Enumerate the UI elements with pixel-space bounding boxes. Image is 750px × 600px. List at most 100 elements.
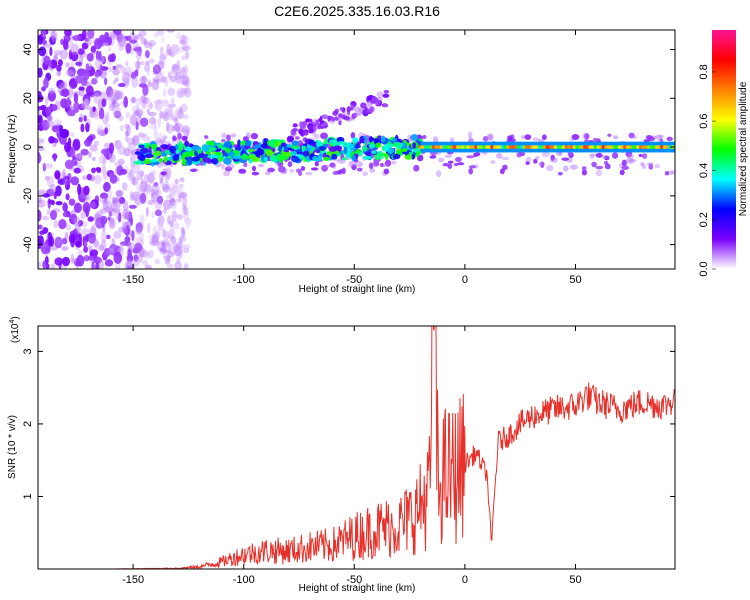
noise-blob [123,211,131,220]
noise-blob [184,50,190,60]
noise-blob [72,221,79,226]
noise-blob [100,215,108,225]
band-blob [272,140,278,144]
noise-blob [40,242,50,255]
snr-exponent-power: 4 [9,320,16,324]
noise-blob [70,131,75,138]
noise-blob [159,247,164,252]
noise-blob [168,48,172,55]
noise-blob [150,188,155,198]
noise-blob [115,77,119,82]
halo-blob [695,150,700,157]
noise-blob [135,200,141,206]
noise-blob [61,256,71,267]
noise-blob [153,131,159,138]
noise-blob [175,198,180,203]
noise-blob [173,123,181,132]
halo-blob [626,153,635,159]
halo-blob [437,157,445,163]
noise-blob [112,30,122,36]
halo-blob [646,162,654,166]
noise-blob [154,79,162,84]
noise-blob [128,204,137,209]
noise-blob [154,209,163,217]
noise-blob [181,128,188,133]
noise-blob [128,170,132,177]
noise-blob [76,254,85,267]
noise-blob [181,228,186,237]
noise-blob [38,137,43,144]
noise-blob [46,208,51,216]
halo-blob [486,134,494,142]
noise-blob [66,109,76,117]
noise-blob [176,256,181,264]
noise-blob [164,257,171,265]
halo-blob [643,139,650,143]
noise-blob [83,81,92,87]
noise-blob [156,229,161,238]
noise-blob [143,41,151,49]
band-blob [411,133,418,142]
halo-blob [533,158,538,164]
noise-blob [101,164,107,177]
halo-blob [251,165,257,172]
halo-blob [350,132,356,139]
halo-blob [429,155,437,159]
halo-blob [160,171,167,176]
streak-blob [338,120,342,126]
halo-blob [502,164,508,171]
noise-blob [168,183,175,191]
noise-blob [74,153,84,159]
noise-blob [44,163,54,169]
noise-blob [161,185,170,192]
snr-exponent-prefix: (x10 [10,323,21,343]
noise-blob [160,241,170,247]
halo-blob [251,171,260,176]
noise-blob [118,226,126,233]
noise-blob [65,69,75,77]
noise-blob [153,99,163,105]
noise-blob [105,36,112,43]
halo-blob [159,138,166,144]
noise-blob [180,103,188,112]
halo-blob [433,136,439,143]
noise-blob [93,38,103,50]
noise-blob [138,60,145,65]
halo-blob [454,156,462,162]
noise-blob [101,199,110,205]
halo-blob [546,164,554,172]
noise-blob [71,257,78,263]
noise-blob [38,106,43,111]
noise-blob [49,35,57,45]
noise-blob [91,77,98,85]
y-tick-label: -20 [22,188,34,204]
noise-blob [63,176,71,181]
noise-blob [158,180,165,188]
halo-blob [641,163,647,170]
noise-blob [80,123,85,133]
halo-blob [474,152,481,157]
band-blob [142,158,152,165]
noise-blob [167,235,175,240]
noise-blob [131,105,140,113]
noise-blob [165,109,173,117]
noise-blob [161,181,170,190]
noise-blob [132,114,137,120]
noise-blob [133,259,141,267]
noise-blob [73,101,80,113]
noise-blob [169,228,175,238]
noise-blob [109,97,113,107]
noise-blob [38,35,43,45]
band-blob [215,151,223,156]
noise-blob [80,211,86,220]
band-blob [323,156,330,162]
band-blob [293,145,298,151]
noise-blob [178,236,183,245]
noise-blob [121,208,131,220]
band-blob [234,145,242,152]
noise-blob [64,180,71,191]
noise-blob [162,199,172,211]
halo-blob [550,157,559,163]
noise-blob [176,59,181,72]
